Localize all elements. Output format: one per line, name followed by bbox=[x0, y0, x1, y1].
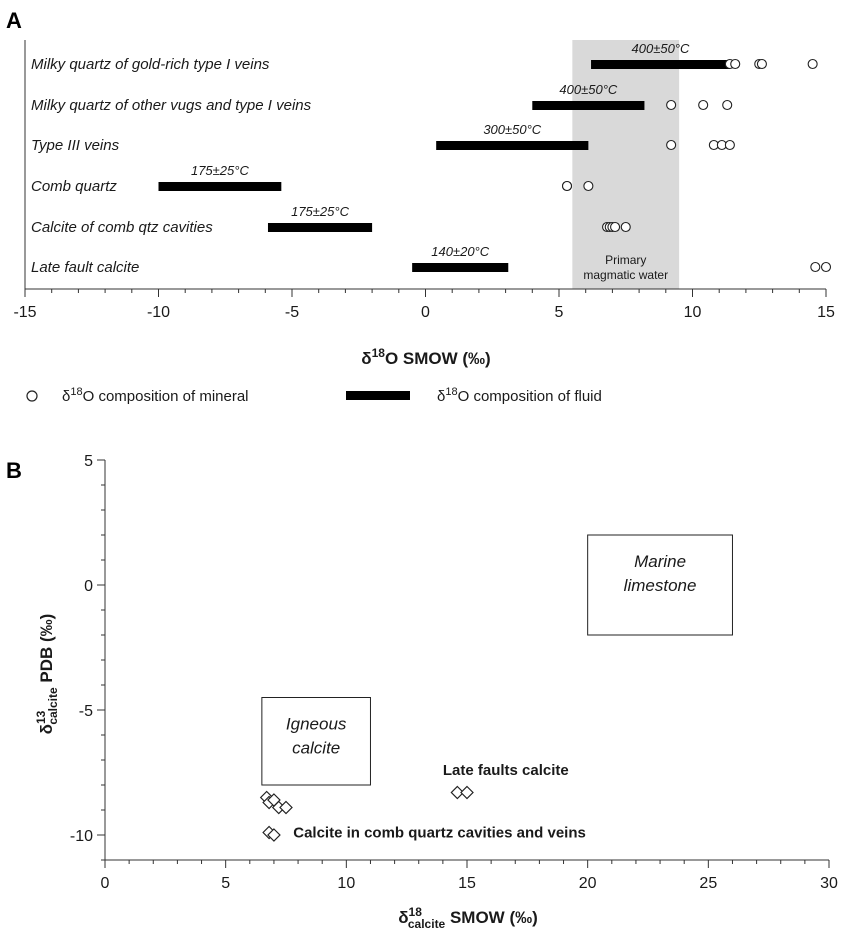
panel-b-x-tick-label: 5 bbox=[221, 875, 230, 892]
mineral-point bbox=[583, 180, 594, 192]
region-label-line2: magmatic water bbox=[583, 268, 668, 282]
panel-a-x-tick-label: -15 bbox=[13, 304, 36, 321]
temperature-label: 175±25°C bbox=[291, 204, 349, 219]
legend-fluid-label: δ18O composition of fluid bbox=[437, 386, 602, 405]
region-label-line1: Primary bbox=[605, 253, 646, 267]
panel-b-x-tick-label: 20 bbox=[579, 875, 597, 892]
mineral-point bbox=[820, 261, 832, 273]
panel-a-x-axis-title: δ18O SMOW (‰) bbox=[361, 346, 490, 368]
row-label: Milky quartz of gold-rich type I veins bbox=[31, 56, 270, 73]
temperature-label: 300±50°C bbox=[483, 122, 541, 137]
mineral-point bbox=[756, 58, 767, 70]
panel-b-chart: 0 5 10 15 20 25 30 5 0 -5 -10 Marine limestone Igneou… bbox=[70, 453, 838, 892]
panel-a-x-tick-label: 10 bbox=[684, 304, 702, 321]
fluid-composition-bar bbox=[267, 223, 373, 232]
panel-b-x-tick-label: 15 bbox=[458, 875, 476, 892]
mineral-point bbox=[722, 99, 733, 111]
temperature-label: 140±20°C bbox=[431, 244, 489, 259]
temperature-label: 400±50°C bbox=[559, 82, 617, 97]
temperature-label: 175±25°C bbox=[191, 163, 249, 178]
mineral-point bbox=[807, 58, 818, 70]
panel-a-x-tick-label: 0 bbox=[421, 304, 430, 321]
panel-b-x-tick-label: 0 bbox=[101, 875, 110, 892]
reference-field-label-line2: calcite bbox=[292, 739, 340, 758]
fluid-composition-bar bbox=[436, 141, 589, 150]
mineral-point bbox=[620, 221, 631, 233]
fluid-composition-bar bbox=[591, 60, 730, 69]
calcite-data-point bbox=[279, 800, 293, 815]
panel-b-x-tick-label: 30 bbox=[820, 875, 838, 892]
panel-b-y-tick-label: -10 bbox=[70, 828, 93, 845]
panel-label-b: B bbox=[6, 458, 22, 483]
reference-field-label-line1: Igneous bbox=[286, 715, 347, 734]
reference-field-box bbox=[261, 697, 371, 786]
row-label: Late fault calcite bbox=[31, 259, 139, 276]
panel-b-y-tick-label: -5 bbox=[79, 703, 93, 720]
calcite-data-point bbox=[450, 785, 465, 800]
row-label: Comb quartz bbox=[31, 178, 117, 195]
fluid-composition-bar bbox=[532, 101, 645, 110]
calcite-data-point bbox=[267, 828, 281, 842]
mineral-point bbox=[730, 58, 741, 70]
panel-b-y-tick-label: 5 bbox=[84, 453, 93, 470]
mineral-point bbox=[666, 99, 677, 111]
reference-field-label-line1: Marine bbox=[634, 552, 686, 571]
panel-a-x-tick-label: -10 bbox=[147, 304, 170, 321]
magmatic-water-region bbox=[572, 40, 680, 289]
panel-b-x-tick-label: 25 bbox=[699, 875, 717, 892]
mineral-point bbox=[810, 261, 821, 273]
panel-a-x-tick-label: 5 bbox=[555, 304, 564, 321]
panel-b-x-tick-label: 10 bbox=[337, 875, 355, 892]
legend: δ18O composition of mineral δ18O composi… bbox=[26, 386, 602, 405]
row-label: Milky quartz of other vugs and type I ve… bbox=[31, 97, 312, 114]
reference-field-box bbox=[587, 534, 733, 636]
legend-fluid-marker bbox=[346, 391, 410, 400]
panel-label-a: A bbox=[6, 8, 22, 33]
temperature-label: 400±50°C bbox=[632, 41, 690, 56]
panel-b-y-axis-title: δ13calcite PDB (‰) bbox=[34, 614, 60, 735]
panel-b-y-tick-label: 0 bbox=[84, 578, 93, 595]
point-group-annotation: Late faults calcite bbox=[443, 762, 569, 779]
fluid-composition-bar bbox=[158, 182, 282, 191]
mineral-point bbox=[698, 99, 709, 111]
reference-field-label-line2: limestone bbox=[624, 576, 697, 595]
mineral-point bbox=[666, 139, 677, 151]
panel-a-x-tick-label: 15 bbox=[817, 304, 835, 321]
calcite-data-point bbox=[460, 785, 474, 800]
point-group-annotation: Calcite in comb quartz cavities and vein… bbox=[293, 825, 586, 842]
mineral-point bbox=[724, 139, 735, 151]
legend-mineral-label: δ18O composition of mineral bbox=[62, 386, 249, 405]
row-label: Type III veins bbox=[31, 137, 120, 154]
panel-a-x-tick-label: -5 bbox=[285, 304, 299, 321]
panel-b-x-axis-title: δ18 calcite SMOW (‰) bbox=[398, 905, 538, 931]
legend-mineral-marker bbox=[26, 390, 38, 402]
row-label: Calcite of comb qtz cavities bbox=[31, 219, 213, 236]
mineral-point bbox=[610, 221, 621, 233]
mineral-point bbox=[561, 180, 573, 192]
fluid-composition-bar bbox=[412, 263, 509, 272]
